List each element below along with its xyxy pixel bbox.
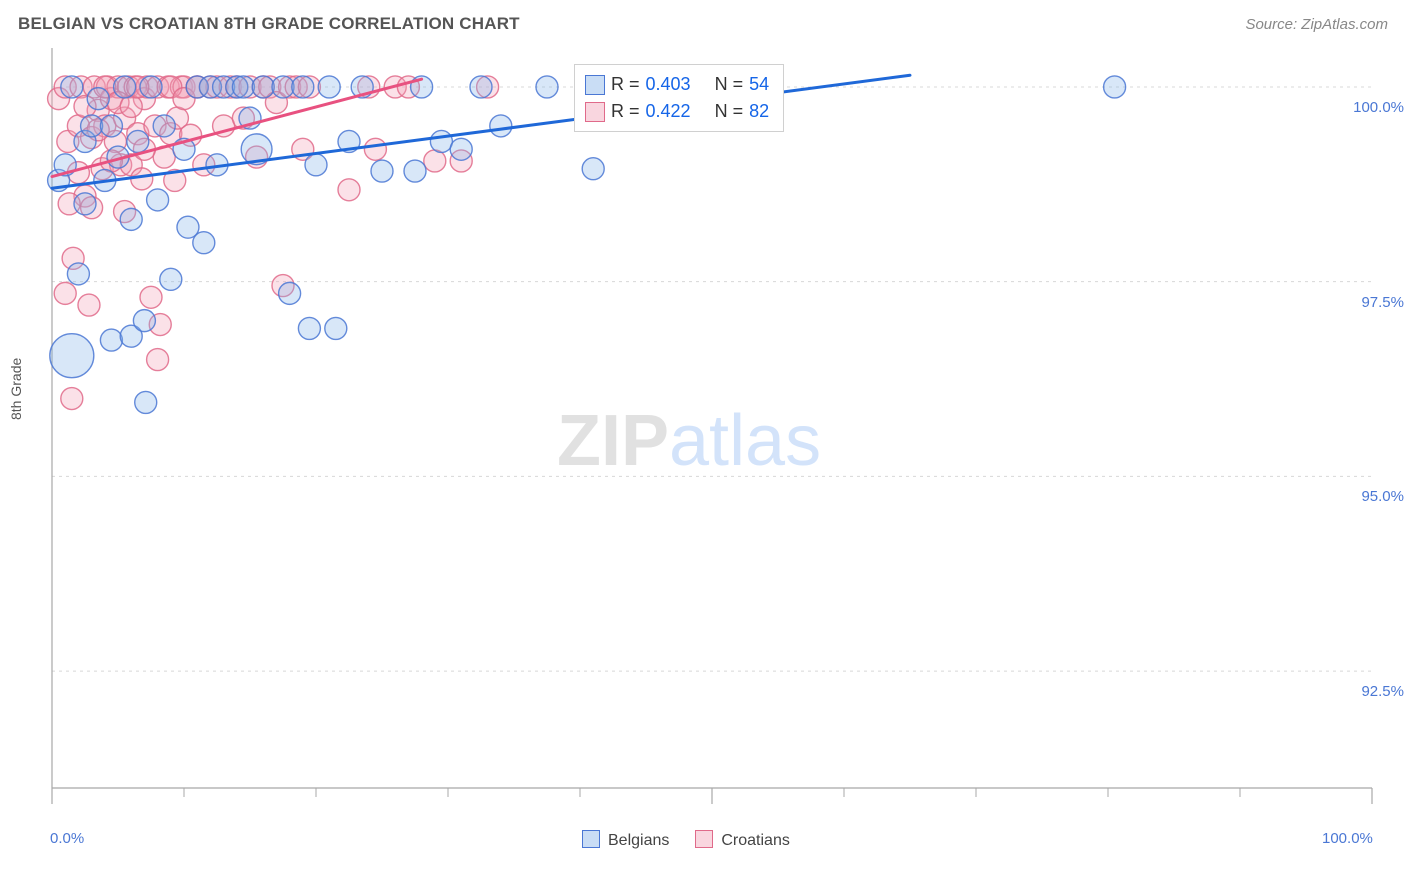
n-label: N =: [715, 98, 744, 125]
y-tick-label: 97.5%: [1361, 294, 1404, 311]
chart-title: BELGIAN VS CROATIAN 8TH GRADE CORRELATIO…: [18, 14, 520, 34]
r-label: R =: [611, 71, 640, 98]
r-value-croatians: 0.422: [646, 98, 691, 125]
x-tick-label: 100.0%: [1322, 830, 1373, 847]
chart-container: ZIPatlas R = 0.403 N = 54 R = 0.422 N = …: [42, 48, 1406, 808]
n-label: N =: [715, 71, 744, 98]
stats-row-croatians: R = 0.422 N = 82: [585, 98, 769, 125]
belgians-swatch: [585, 75, 605, 95]
belgians-label: Belgians: [608, 832, 669, 849]
y-tick-label: 95.0%: [1361, 488, 1404, 505]
legend-item-croatians: Croatians: [695, 830, 789, 850]
y-tick-label: 92.5%: [1361, 683, 1404, 700]
y-axis-label: 8th Grade: [8, 358, 24, 420]
legend-item-belgians: Belgians: [582, 830, 669, 850]
croatians-label: Croatians: [721, 832, 789, 849]
stats-row-belgians: R = 0.403 N = 54: [585, 71, 769, 98]
n-value-belgians: 54: [749, 71, 769, 98]
croatians-swatch: [585, 102, 605, 122]
x-tick-label: 0.0%: [50, 830, 84, 847]
stats-legend: R = 0.403 N = 54 R = 0.422 N = 82: [574, 64, 784, 132]
belgians-swatch: [582, 830, 600, 848]
r-value-belgians: 0.403: [646, 71, 691, 98]
croatians-swatch: [695, 830, 713, 848]
n-value-croatians: 82: [749, 98, 769, 125]
series-legend: Belgians Croatians: [582, 830, 790, 850]
y-tick-label: 100.0%: [1353, 99, 1404, 116]
source-label: Source: ZipAtlas.com: [1245, 16, 1388, 33]
r-label: R =: [611, 98, 640, 125]
scatter-chart: [42, 48, 1382, 808]
